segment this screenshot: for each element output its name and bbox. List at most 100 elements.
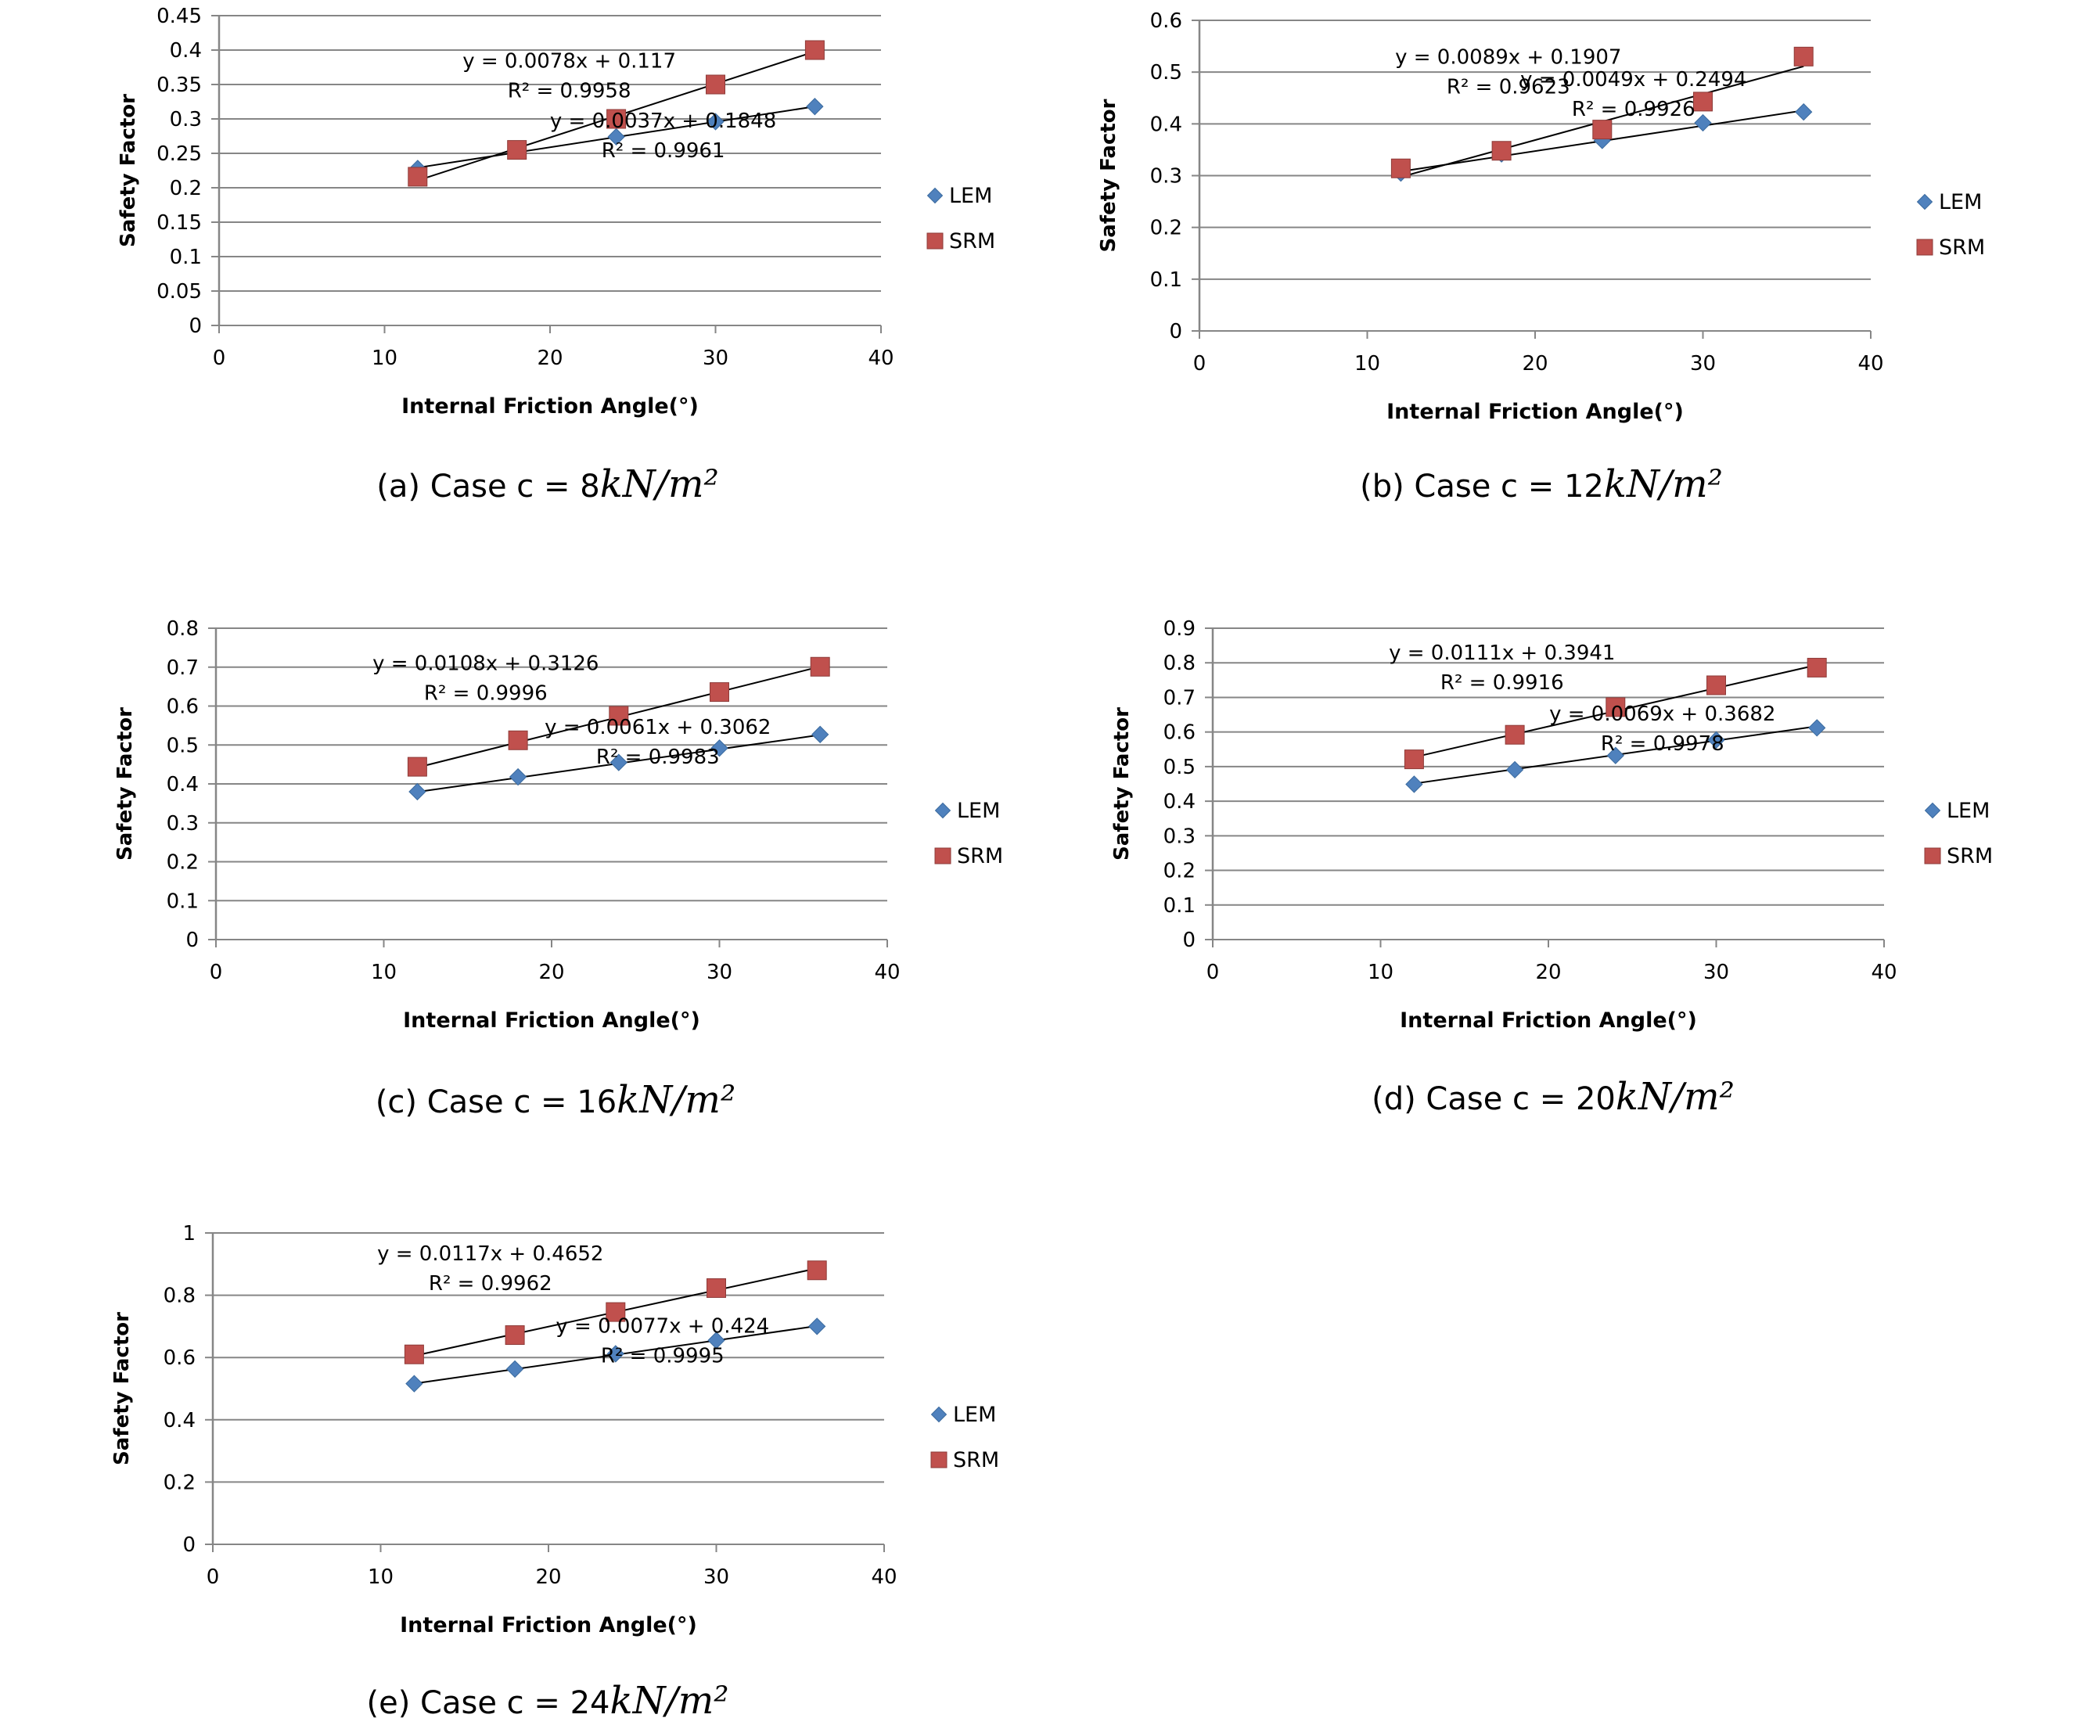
y-tick-label: 0.3 <box>1163 825 1196 848</box>
caption-unit: kN/m² <box>1616 1075 1735 1119</box>
x-tick-label: 10 <box>1354 352 1380 376</box>
y-tick-label: 0.8 <box>164 1285 196 1308</box>
data-point-lem <box>1795 102 1813 121</box>
caption-unit: kN/m² <box>617 1078 735 1122</box>
trendline-r-squared: R² = 0.9983 <box>596 746 720 769</box>
y-tick-label: 0.45 <box>156 5 202 28</box>
caption-prefix: (e) Case c = 24 <box>367 1685 610 1721</box>
data-point-lem <box>1505 760 1524 779</box>
x-tick-label: 30 <box>707 961 732 984</box>
data-point-srm <box>710 682 729 703</box>
y-tick-label: 0.4 <box>164 1409 196 1432</box>
data-point-srm <box>706 74 725 95</box>
data-point-lem <box>707 1332 725 1350</box>
data-point-srm <box>404 1344 424 1364</box>
x-tick-label: 0 <box>1206 961 1220 984</box>
y-axis-label: Safety Factor <box>117 94 140 247</box>
data-point-lem <box>1707 731 1725 749</box>
data-point-srm <box>1505 724 1525 745</box>
data-point-srm <box>1706 675 1726 695</box>
y-tick-label: 0.8 <box>1163 652 1196 675</box>
trendline-equation: y = 0.0111x + 0.3941 <box>1389 642 1615 665</box>
y-tick-label: 0.1 <box>1163 894 1196 918</box>
x-axis-label: Internal Friction Angle(°) <box>1386 400 1684 424</box>
trendline-equation: y = 0.0089x + 0.1907 <box>1395 45 1621 69</box>
x-axis-label: Internal Friction Angle(°) <box>400 1613 697 1637</box>
y-tick-label: 0.2 <box>170 177 202 200</box>
legend-label-lem: LEM <box>949 184 992 208</box>
y-tick-label: 0.6 <box>164 1346 196 1370</box>
y-tick-label: 0.5 <box>167 734 199 757</box>
data-point-lem <box>606 1345 624 1363</box>
data-point-lem <box>1694 113 1712 132</box>
trendline-equation: y = 0.0061x + 0.3062 <box>545 716 771 739</box>
y-tick-label: 0.3 <box>170 108 202 131</box>
figure-caption: (a) Case c = 8kN/m² <box>376 462 718 506</box>
data-point-lem <box>808 1317 826 1335</box>
y-tick-label: 0.2 <box>1150 217 1182 240</box>
trendline-r-squared: R² = 0.9961 <box>602 139 725 163</box>
y-tick-label: 0.1 <box>167 890 199 913</box>
data-point-srm <box>810 656 830 677</box>
x-tick-label: 0 <box>213 347 226 370</box>
legend-label-srm: SRM <box>1939 235 1985 260</box>
trendline-r-squared: R² = 0.9978 <box>1601 732 1724 756</box>
y-axis-label: Safety Factor <box>1097 99 1120 252</box>
y-axis-label: Safety Factor <box>113 707 137 861</box>
data-point-srm <box>606 1302 626 1322</box>
data-point-srm <box>1404 749 1424 770</box>
data-point-lem <box>806 98 824 116</box>
chart-panel-c: 0 0.1 0.2 0.3 0.4 0.5 0.6 0.7 0.8 0 10 20 30 40 Intern… <box>113 617 1003 1122</box>
data-point-srm <box>1807 657 1827 678</box>
y-tick-label: 0.6 <box>1163 721 1196 745</box>
y-tick-label: 0 <box>1169 320 1182 343</box>
data-point-lem <box>405 1375 423 1393</box>
y-tick-label: 0 <box>189 314 202 338</box>
y-tick-label: 0.7 <box>1163 686 1196 710</box>
legend-label-srm: SRM <box>957 844 1003 868</box>
y-tick-label: 0 <box>182 1533 196 1557</box>
data-point-lem <box>710 739 728 757</box>
data-point-srm <box>408 167 428 187</box>
x-tick-label: 20 <box>1535 961 1561 984</box>
legend-marker-srm <box>926 232 944 250</box>
legend-marker-lem <box>1916 193 1933 210</box>
y-tick-label: 0.25 <box>156 142 202 166</box>
y-tick-label: 0.2 <box>164 1471 196 1494</box>
legend-label-lem: LEM <box>953 1403 996 1427</box>
legend-marker-lem <box>926 187 944 204</box>
x-tick-label: 40 <box>868 347 894 370</box>
data-point-srm <box>609 706 629 726</box>
chart-panel-b: 0 0.1 0.2 0.3 0.4 0.5 0.6 0 10 20 30 40 Internal Fri… <box>1097 9 1985 506</box>
legend-marker-srm <box>934 847 951 864</box>
data-point-lem <box>811 725 829 743</box>
y-tick-label: 0.35 <box>156 74 202 97</box>
x-tick-label: 40 <box>1857 352 1883 376</box>
caption-prefix: (c) Case c = 16 <box>376 1084 617 1120</box>
y-tick-label: 0.2 <box>1163 860 1196 883</box>
legend-marker-lem <box>934 802 951 819</box>
legend-label-srm: SRM <box>1947 844 1993 868</box>
x-tick-label: 10 <box>372 347 397 370</box>
y-tick-label: 0.3 <box>167 812 199 836</box>
data-point-srm <box>1606 697 1626 717</box>
data-point-lem <box>408 782 426 801</box>
legend-marker-srm <box>930 1451 948 1468</box>
x-axis-label: Internal Friction Angle(°) <box>401 394 699 419</box>
chart-panel-a: 0 0.05 0.1 0.15 0.2 0.25 0.3 0.35 0.4 0.45 0 10 20 30… <box>117 5 995 506</box>
y-tick-label: 0 <box>185 929 199 952</box>
y-tick-label: 0.1 <box>1150 268 1182 292</box>
y-tick-label: 0.2 <box>167 851 199 875</box>
x-tick-label: 30 <box>703 1565 729 1589</box>
y-axis-label: Safety Factor <box>110 1312 134 1465</box>
trendline-r-squared: R² = 0.9916 <box>1440 671 1564 695</box>
x-tick-label: 0 <box>210 961 223 984</box>
data-point-srm <box>507 140 527 160</box>
trendline-equation: y = 0.0077x + 0.424 <box>556 1315 769 1339</box>
x-tick-label: 10 <box>1368 961 1393 984</box>
y-tick-label: 0.8 <box>167 617 199 641</box>
legend-label-srm: SRM <box>953 1448 999 1472</box>
y-tick-label: 0.5 <box>1150 61 1182 84</box>
legend-marker-srm <box>1924 847 1941 864</box>
